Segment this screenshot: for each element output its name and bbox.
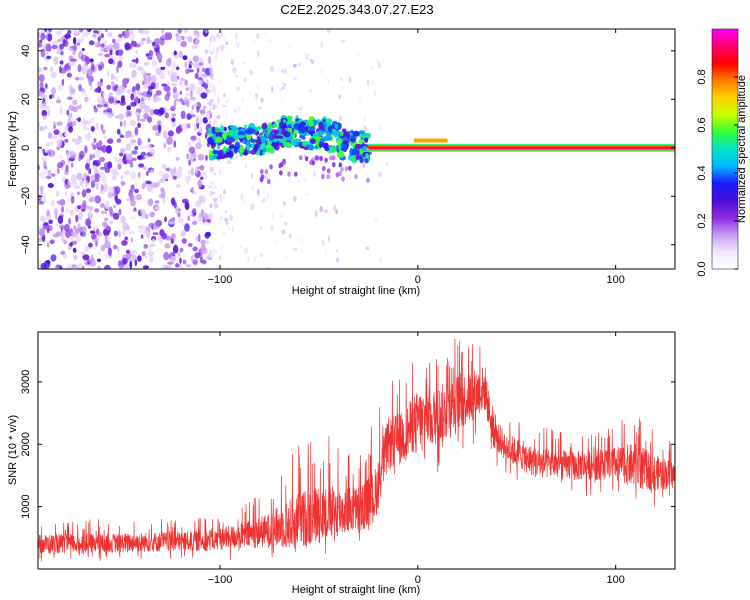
snr-ytick-label: 2000 (20, 432, 32, 456)
colorbar: 0.0 0.2 0.4 0.6 0.8 Normalized spectral ampl… (696, 28, 748, 277)
snr-series-line (38, 338, 675, 562)
colorbar-tick-label: 0.2 (696, 213, 708, 228)
spectrogram-marks (38, 29, 675, 269)
colorbar-label: Normalized spectral amplitude (736, 75, 748, 223)
snr-xtick-label: −100 (208, 574, 233, 586)
spectrogram-panel: −100 0 100 −40 −20 0 20 40 Height of straight l… (7, 28, 676, 297)
spectrogram-ytick-label: 40 (20, 45, 32, 57)
snr-ytick-label: 3000 (20, 370, 32, 394)
colorbar-tick-label: 0.4 (696, 165, 708, 180)
snr-xtick-label: 100 (606, 574, 624, 586)
spectrogram-frame (37, 28, 676, 270)
spectrogram-ytick-label: 20 (20, 93, 32, 105)
colorbar-bar (711, 28, 739, 270)
spectrogram-ticks: −100 0 100 −40 −20 0 20 40 (20, 29, 675, 286)
figure-title: C2E2.2025.343.07.27.E23 (280, 2, 433, 17)
snr-frame (37, 331, 676, 570)
spectrogram-xtick-label: −100 (208, 274, 233, 286)
spectrogram-xtick-label: 100 (606, 274, 624, 286)
snr-xlabel: Height of straight line (km) (292, 584, 420, 596)
snr-ylabel: SNR (10 * v/v) (7, 415, 19, 485)
carrier-line (368, 138, 675, 152)
colorbar-tick-label: 0.6 (696, 117, 708, 132)
colorbar-tick-label: 0.8 (696, 69, 708, 84)
snr-ytick-label: 1000 (20, 494, 32, 518)
spectrogram-ylabel: Frequency (Hz) (7, 111, 19, 187)
colorbar-tick-label: 0.0 (696, 261, 708, 276)
spectrogram-xlabel: Height of straight line (km) (292, 285, 420, 297)
colorbar-ticks: 0.0 0.2 0.4 0.6 0.8 (696, 69, 738, 277)
snr-ticks: −100 0 100 1000 2000 3000 (20, 332, 675, 586)
snr-panel: −100 0 100 1000 2000 3000 Height of straight … (7, 331, 676, 596)
spectrogram-ytick-label: −40 (20, 235, 32, 254)
snr-marks (38, 338, 675, 562)
snr-xtick-label: 0 (415, 574, 421, 586)
spectrogram-ytick-label: 0 (20, 145, 32, 151)
signal-band (207, 114, 372, 185)
noise-speckles (38, 29, 388, 269)
spectrogram-ytick-label: −20 (20, 187, 32, 206)
spectrogram-xtick-label: 0 (415, 274, 421, 286)
